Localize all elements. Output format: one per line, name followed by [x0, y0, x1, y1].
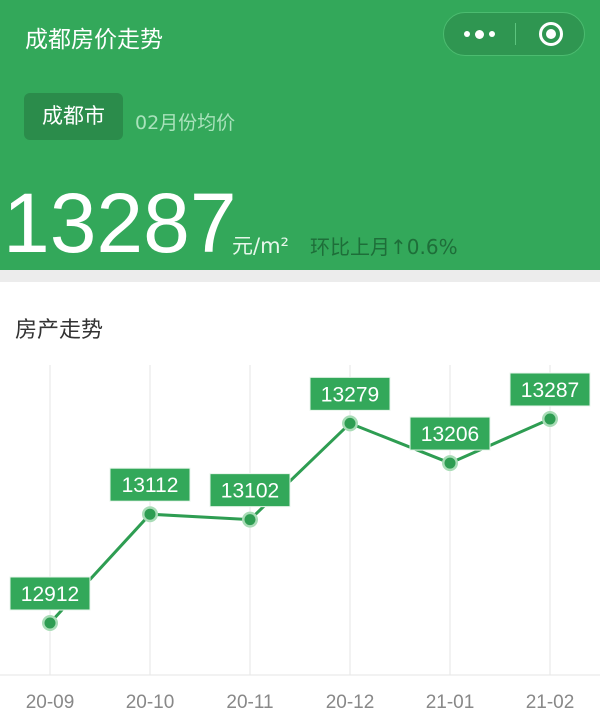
price-unit: 元/m²: [232, 234, 289, 258]
series-line: [48, 417, 551, 625]
section-title: 房产走势: [15, 318, 104, 343]
data-label-box: [409, 416, 491, 451]
x-tick-label: 21-01: [426, 692, 475, 713]
data-label-box: [309, 376, 391, 411]
data-point: [244, 514, 256, 526]
data-label: 12912: [21, 583, 79, 606]
data-label-box: [109, 467, 191, 502]
data-label: 13279: [321, 383, 379, 406]
x-tick-label: 20-09: [26, 692, 75, 713]
data-label-box: [209, 473, 291, 508]
target-circle-icon[interactable]: [539, 22, 563, 46]
data-point: [144, 508, 156, 520]
data-label-box: [509, 372, 591, 407]
data-point: [544, 413, 556, 425]
header: 成都房价走势 成都市 02月份均价 13287 元/m² 环比上月↑0.6%: [0, 0, 600, 270]
data-label: 13112: [122, 474, 179, 497]
data-label: 13102: [221, 480, 279, 503]
city-selector-button[interactable]: 成都市: [24, 93, 123, 140]
data-label: 13206: [421, 423, 479, 446]
data-label-box: [9, 576, 91, 611]
x-tick-label: 21-02: [526, 692, 575, 713]
average-price: 13287: [3, 176, 237, 270]
data-point: [444, 457, 456, 469]
x-tick-label: 20-10: [126, 692, 175, 713]
data-label: 13287: [521, 379, 579, 402]
capsule-divider: [515, 23, 516, 45]
x-tick-label: 20-11: [226, 692, 273, 713]
data-point: [44, 617, 56, 629]
more-dots-icon[interactable]: [444, 13, 514, 55]
period-label: 02月份均价: [135, 112, 236, 134]
month-over-month-change: 环比上月↑0.6%: [310, 235, 458, 259]
menu-capsule: [443, 12, 585, 56]
page-title: 成都房价走势: [25, 27, 163, 53]
price-trend-chart: 20-09 20-10 20-11 20-12 21-01 21-02 12912 13112…: [0, 365, 600, 713]
data-point: [344, 417, 356, 429]
divider: [0, 270, 600, 282]
x-tick-label: 20-12: [326, 692, 375, 713]
